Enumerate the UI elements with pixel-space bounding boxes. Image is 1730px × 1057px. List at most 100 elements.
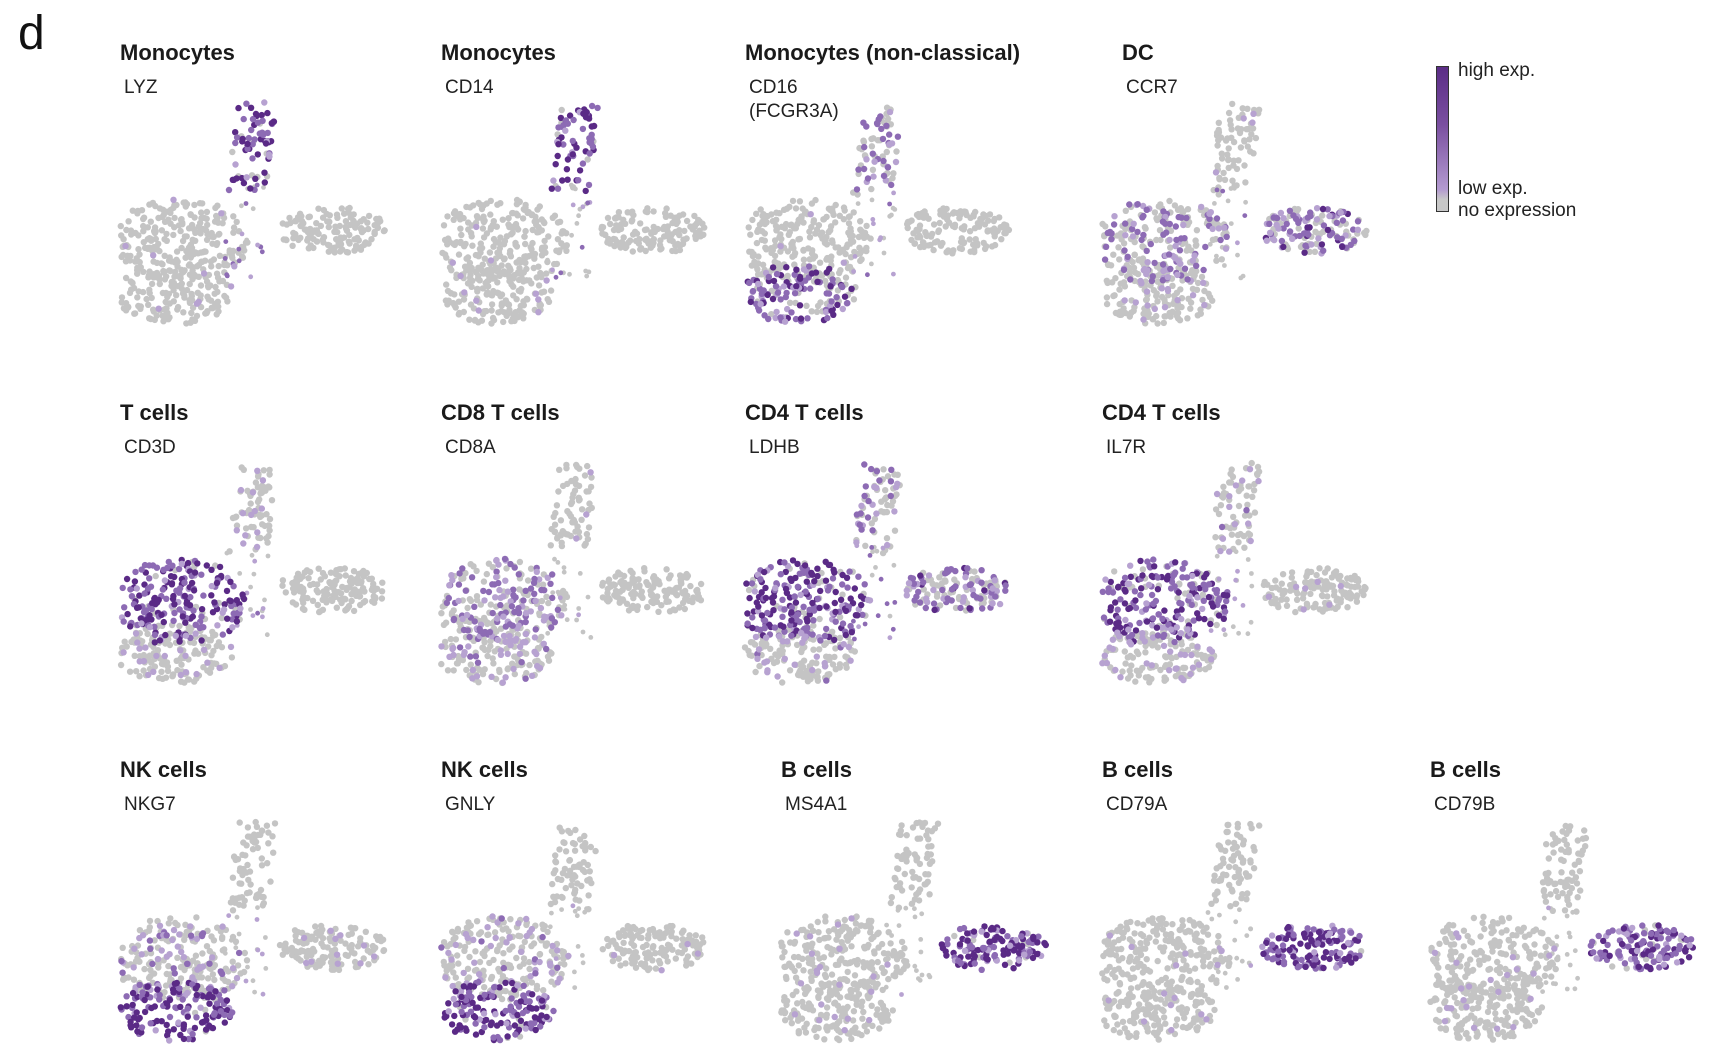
cell-point	[583, 488, 589, 494]
cell-point	[650, 208, 656, 214]
cell-point	[666, 575, 672, 581]
cell-point	[183, 633, 189, 639]
cell-point	[1202, 586, 1208, 592]
cell-point	[529, 673, 535, 679]
cell-point	[146, 315, 152, 321]
cell-point	[495, 637, 501, 643]
cell-point	[283, 589, 289, 595]
cell-point	[1111, 292, 1117, 298]
cell-point	[132, 578, 138, 584]
cell-point	[465, 643, 471, 649]
cell-point	[858, 256, 864, 262]
cell-point	[224, 262, 230, 268]
cell-point	[161, 268, 167, 274]
cell-point	[1122, 575, 1128, 581]
cell-point	[232, 161, 238, 167]
cell-point	[1236, 503, 1242, 509]
cell-point	[636, 240, 642, 246]
cell-point	[991, 218, 997, 224]
cell-point	[1234, 549, 1239, 554]
cell-point	[824, 290, 830, 296]
cell-point	[1249, 119, 1255, 125]
cell-point	[599, 582, 605, 588]
cell-point	[1144, 207, 1150, 213]
cell-point	[1155, 586, 1161, 592]
cell-point	[208, 652, 214, 658]
cell-point	[1125, 254, 1131, 260]
cell-point	[1135, 201, 1141, 207]
cell-point	[240, 232, 245, 237]
cell-point	[134, 294, 140, 300]
cell-point	[880, 158, 886, 164]
cell-point	[178, 216, 184, 222]
cell-point	[549, 595, 555, 601]
cell-point	[1142, 649, 1148, 655]
cell-point	[118, 232, 124, 238]
cell-point	[208, 665, 214, 671]
cell-point	[1220, 170, 1226, 176]
cell-point	[165, 217, 171, 223]
cell-point	[148, 219, 154, 225]
cell-point	[484, 621, 490, 627]
cell-point	[832, 600, 838, 606]
cell-point	[248, 127, 254, 133]
cell-point	[1235, 532, 1241, 538]
cell-point	[885, 601, 890, 606]
cell-point	[224, 616, 230, 622]
cell-point	[512, 638, 518, 644]
cell-point	[489, 301, 495, 307]
cell-point	[978, 567, 984, 573]
cell-point	[576, 497, 582, 503]
cell-point	[773, 227, 779, 233]
cell-point	[535, 309, 541, 315]
cell-point	[752, 669, 758, 675]
cell-point	[868, 466, 874, 472]
cell-point	[451, 302, 457, 308]
cell-point	[780, 624, 786, 630]
cell-point	[1122, 283, 1128, 289]
cell-point	[1127, 276, 1133, 282]
cell-point	[981, 587, 987, 593]
cell-point	[869, 545, 874, 550]
cell-point	[1230, 514, 1236, 520]
cell-point	[762, 230, 768, 236]
cell-point	[809, 600, 815, 606]
cell-point	[170, 673, 176, 679]
cell-point	[936, 574, 942, 580]
cell-point	[1218, 502, 1224, 508]
cell-point	[1172, 202, 1178, 208]
cell-point	[635, 576, 641, 582]
cell-point	[149, 606, 155, 612]
cell-point	[649, 229, 655, 235]
cell-point	[558, 595, 563, 600]
cell-point	[589, 103, 595, 109]
cell-point	[1189, 602, 1195, 608]
cell-point	[846, 220, 852, 226]
cell-point	[1128, 641, 1134, 647]
cell-point	[502, 271, 508, 277]
cell-point	[850, 239, 856, 245]
cell-point	[1272, 577, 1278, 583]
cell-point	[872, 516, 878, 522]
cell-point	[985, 227, 991, 233]
cell-point	[190, 613, 196, 619]
cell-point	[799, 640, 805, 646]
cell-point	[191, 202, 197, 208]
cell-point	[826, 671, 832, 677]
cell-point	[161, 619, 167, 625]
cell-point	[262, 179, 268, 185]
cell-point	[957, 605, 963, 611]
cell-point	[488, 307, 494, 313]
cell-point	[1306, 224, 1312, 230]
cell-point	[804, 315, 810, 321]
cell-point	[1173, 666, 1179, 672]
cell-point	[1219, 151, 1225, 157]
cell-point	[142, 644, 148, 650]
cell-point	[1362, 232, 1368, 238]
cell-point	[763, 634, 769, 640]
cell-point	[788, 609, 794, 615]
cell-point	[1128, 662, 1134, 668]
cell-point	[576, 529, 582, 535]
cell-point	[168, 573, 174, 579]
